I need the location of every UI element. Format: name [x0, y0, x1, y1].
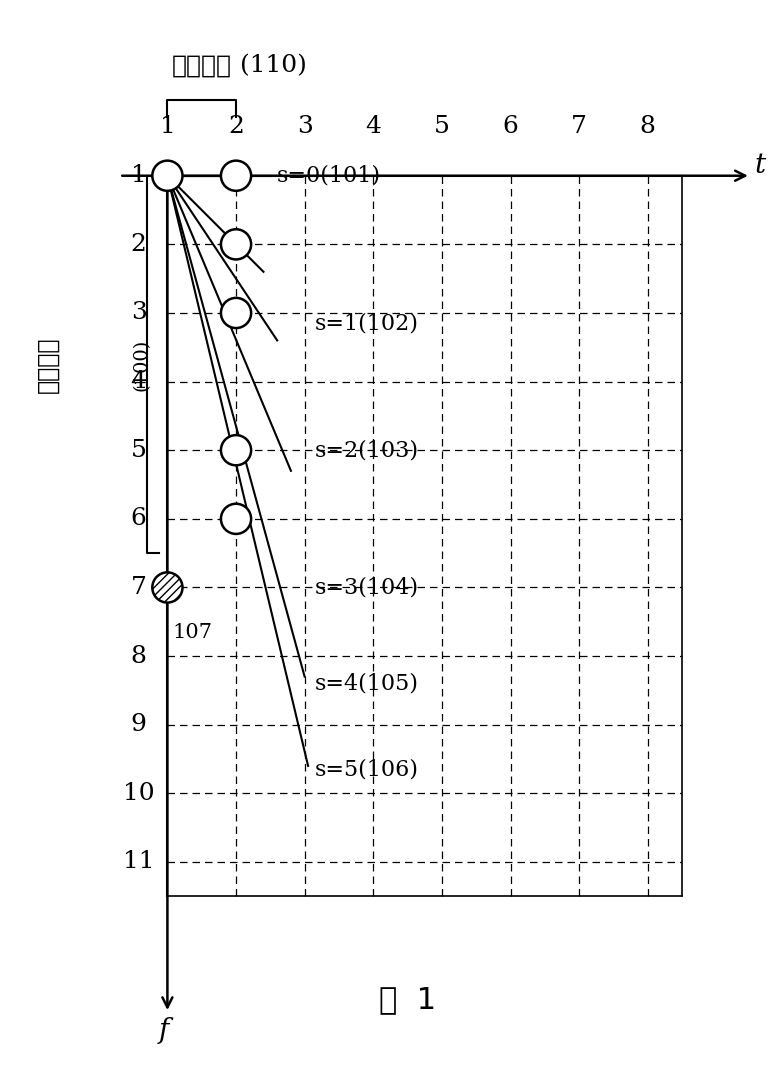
Text: (100): (100) — [132, 339, 150, 390]
Circle shape — [152, 161, 183, 191]
Text: 10: 10 — [123, 781, 154, 805]
Circle shape — [221, 161, 251, 191]
Text: 相干时间: 相干时间 — [172, 54, 231, 78]
Text: 107: 107 — [173, 623, 213, 641]
Text: 相关带宽: 相关带宽 — [36, 337, 60, 392]
Text: 11: 11 — [123, 850, 154, 874]
Text: 3: 3 — [296, 115, 313, 138]
Circle shape — [221, 229, 251, 259]
Circle shape — [221, 298, 251, 328]
Text: 4: 4 — [131, 370, 146, 393]
Text: t: t — [754, 152, 765, 179]
Text: 图  1: 图 1 — [379, 985, 437, 1014]
Text: 7: 7 — [131, 576, 146, 599]
Text: s=0(101): s=0(101) — [277, 165, 382, 187]
Text: 8: 8 — [131, 644, 146, 668]
Text: s=4(105): s=4(105) — [315, 672, 419, 695]
Text: 8: 8 — [640, 115, 656, 138]
Text: 2: 2 — [131, 233, 146, 256]
Text: 7: 7 — [571, 115, 587, 138]
Text: s=5(106): s=5(106) — [315, 758, 419, 780]
Text: 5: 5 — [131, 438, 146, 462]
Text: 6: 6 — [502, 115, 519, 138]
Text: 9: 9 — [131, 713, 146, 736]
Text: 3: 3 — [131, 301, 146, 325]
Text: s=3(104): s=3(104) — [315, 577, 419, 598]
Text: 5: 5 — [434, 115, 450, 138]
Circle shape — [152, 572, 183, 602]
Text: s=2(103): s=2(103) — [315, 440, 419, 461]
Text: 4: 4 — [365, 115, 382, 138]
Circle shape — [221, 435, 251, 465]
Text: 1: 1 — [159, 115, 175, 138]
Text: 6: 6 — [131, 507, 146, 531]
Text: (110): (110) — [241, 55, 307, 77]
Text: s=1(102): s=1(102) — [315, 312, 419, 334]
Circle shape — [221, 504, 251, 534]
Text: f: f — [159, 1016, 169, 1043]
Text: 1: 1 — [131, 164, 146, 188]
Text: 2: 2 — [228, 115, 244, 138]
